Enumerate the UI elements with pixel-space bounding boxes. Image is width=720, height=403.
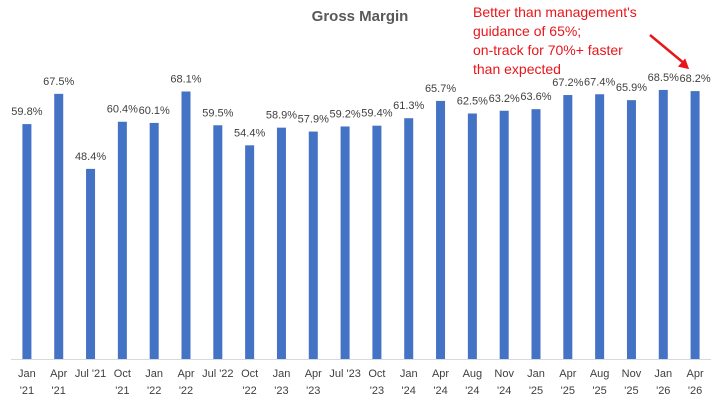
data-label: 67.5% <box>43 76 74 88</box>
x-tick-label: Jan <box>18 368 36 380</box>
x-tick-label: Nov <box>494 368 514 380</box>
data-label: 60.1% <box>139 105 170 117</box>
x-tick-label: Jul '23 <box>329 368 360 380</box>
bar <box>658 89 668 359</box>
bar <box>372 125 382 359</box>
data-label: 63.2% <box>489 93 520 105</box>
annotation-line-4: than expected <box>473 61 561 77</box>
data-label: 59.8% <box>11 106 42 118</box>
x-tick-label: Aug <box>590 368 610 380</box>
x-tick-label-year: '23 <box>370 385 384 397</box>
bar <box>467 113 477 359</box>
x-tick-label-year: '24 <box>497 385 511 397</box>
x-tick-label-year: '21 <box>20 385 34 397</box>
x-tick-label-year: '22 <box>179 385 193 397</box>
bar <box>245 145 255 359</box>
bar <box>531 109 541 359</box>
x-tick-label-year: '26 <box>688 385 702 397</box>
data-label: 58.9% <box>266 110 297 122</box>
x-tick-label-year: '25 <box>592 385 606 397</box>
bar <box>626 100 636 359</box>
x-tick-label-year: '23 <box>306 385 320 397</box>
x-tick-label: Nov <box>622 368 642 380</box>
data-label: 59.5% <box>202 107 233 119</box>
data-label: 63.6% <box>520 91 551 103</box>
bar <box>181 91 191 359</box>
x-tick-label-year: '25 <box>561 385 575 397</box>
x-tick-label: Apr <box>432 368 449 380</box>
data-label: 60.4% <box>107 104 138 116</box>
data-label: 57.9% <box>298 114 329 126</box>
x-tick-label: Jan <box>273 368 291 380</box>
bar <box>276 127 286 359</box>
x-tick-label-year: '25 <box>529 385 543 397</box>
data-label: 48.4% <box>75 151 106 163</box>
x-tick-label: Apr <box>177 368 194 380</box>
x-tick-label: Oct <box>114 368 131 380</box>
data-label: 67.2% <box>552 77 583 89</box>
data-label: 62.5% <box>457 96 488 108</box>
x-tick-label: Apr <box>559 368 576 380</box>
x-tick-label: Jul '22 <box>202 368 233 380</box>
bar <box>117 121 127 359</box>
bar <box>54 93 64 360</box>
bar <box>499 110 509 359</box>
bar <box>86 168 96 359</box>
annotation-arrow-head <box>677 58 690 70</box>
data-label: 65.7% <box>425 83 456 95</box>
x-tick-label: Jan <box>400 368 418 380</box>
x-tick-label: Jul '21 <box>75 368 106 380</box>
data-label: 61.3% <box>393 100 424 112</box>
data-label: 54.4% <box>234 127 265 139</box>
x-tick-label-year: '22 <box>242 385 256 397</box>
annotation-line-3: on-track for 70%+ faster <box>473 42 623 58</box>
data-label: 68.5% <box>648 72 679 84</box>
chart-annotation: Better than management's guidance of 65%… <box>473 3 713 79</box>
x-tick-label-year: '22 <box>147 385 161 397</box>
x-tick-label-year: '21 <box>115 385 129 397</box>
bar <box>404 118 414 360</box>
bar <box>436 100 446 360</box>
x-tick-label-year: '21 <box>52 385 66 397</box>
bar <box>22 124 32 360</box>
x-tick-label-year: '24 <box>465 385 479 397</box>
x-tick-label: Apr <box>50 368 67 380</box>
bar <box>690 91 700 359</box>
x-tick-label: Oct <box>241 368 258 380</box>
x-tick-label-year: '24 <box>433 385 447 397</box>
annotation-line-1: Better than management's <box>473 4 637 20</box>
x-tick-label: Apr <box>687 368 704 380</box>
annotation-arrow-shaft <box>649 34 686 66</box>
x-tick-label-year: '25 <box>624 385 638 397</box>
data-label: 65.9% <box>616 82 647 94</box>
data-label: 59.2% <box>329 108 360 120</box>
annotation-line-2: guidance of 65%; <box>473 23 582 39</box>
data-label: 68.2% <box>679 73 710 85</box>
x-tick-label: Jan <box>654 368 672 380</box>
x-tick-label-year: '24 <box>402 385 416 397</box>
bar <box>213 125 223 359</box>
bar <box>340 126 350 359</box>
data-label: 59.4% <box>361 108 392 120</box>
data-label: 68.1% <box>170 74 201 86</box>
data-label: 67.4% <box>584 76 615 88</box>
x-tick-label: Apr <box>305 368 322 380</box>
x-tick-label: Oct <box>368 368 385 380</box>
bar <box>308 131 318 359</box>
x-tick-label: Jan <box>145 368 163 380</box>
x-tick-label-year: '23 <box>274 385 288 397</box>
x-tick-label-year: '26 <box>656 385 670 397</box>
x-tick-label: Aug <box>463 368 483 380</box>
chart-title: Gross Margin <box>311 8 409 25</box>
x-tick-label: Jan <box>527 368 545 380</box>
bar <box>149 122 159 359</box>
bar <box>595 94 605 359</box>
bar <box>563 95 573 360</box>
